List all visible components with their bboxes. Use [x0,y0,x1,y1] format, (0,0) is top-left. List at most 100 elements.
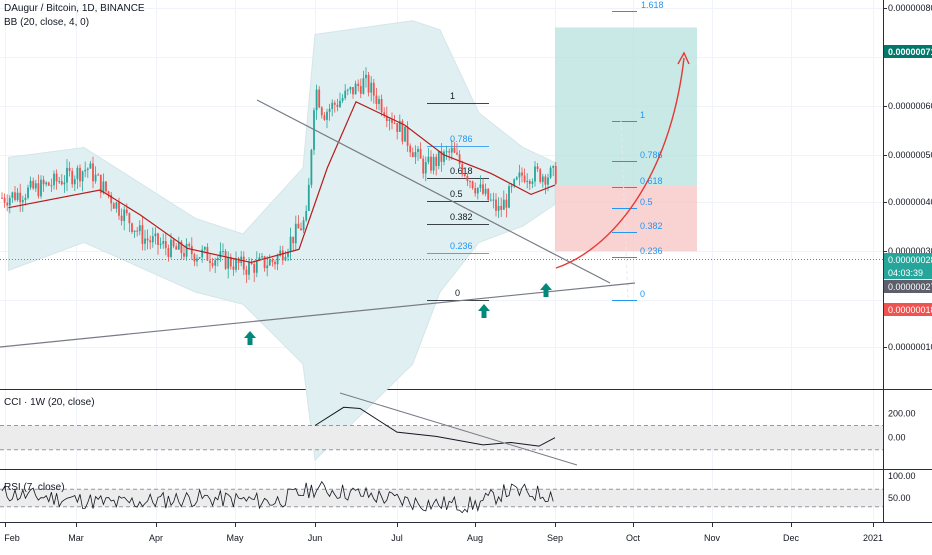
candle-body [84,169,87,172]
candle [216,255,219,267]
candle [378,95,380,111]
candle-body [372,82,375,96]
candle [479,175,482,192]
candle-body [180,241,183,254]
candle [445,145,448,160]
candle [84,161,87,178]
candle-body [549,167,552,178]
candle-body [458,154,461,165]
candle-body [255,260,258,273]
candle-body [344,90,347,99]
candle [502,190,505,210]
candle-body [47,182,50,186]
candle [362,70,365,95]
up-arrow-icon [244,331,256,345]
candle-body [401,120,404,142]
time-axis-label: Jun [308,533,323,543]
candle-body [365,74,367,79]
candle-body [417,148,419,152]
time-axis-label: Jul [391,533,403,543]
candle-body [149,240,152,243]
candle [484,183,487,197]
price-tag-label: 0.00000071 [888,47,932,57]
candle-body [55,173,58,182]
price-tag-label: 0.00000018 [888,305,932,315]
candle-body [146,238,149,241]
candle [235,251,237,273]
cci-legend[interactable]: CCI · 1W (20, close) [4,397,95,408]
candle [58,176,61,184]
candle-body [346,89,349,91]
candle [443,149,445,166]
time-axis-label: 2021 [863,533,883,543]
main-legend[interactable]: DAugur / Bitcoin, 1D, BINANCE BB (20, cl… [4,2,145,30]
candle-body [281,250,284,261]
candle-body [263,256,266,269]
candle [523,168,526,184]
price-axis-label: 0.00000080 [888,3,932,13]
price-tag-target [884,45,932,58]
candle [76,165,79,189]
candle [354,80,357,95]
candle-body [333,102,336,105]
candle-body [16,192,19,200]
candle-body [541,176,544,182]
candle-body [510,185,513,187]
candle [242,251,245,276]
candle [380,94,383,117]
candle-body [515,177,518,180]
fib-extension-label: 1 [640,110,645,120]
candle-body [73,179,76,185]
candle-body [229,256,232,267]
candle [188,242,191,250]
time-axis-label: Oct [626,533,641,543]
candle-body [339,100,341,107]
candle [333,100,336,113]
candle-body [133,230,136,232]
candle-body [258,257,261,261]
candle [310,148,313,189]
candle [528,179,531,191]
candle [222,243,224,256]
time-axis-label: Feb [4,533,20,543]
candle [227,251,230,279]
candle-body [266,265,269,269]
candle [211,257,214,269]
candle-body [411,152,414,158]
rsi-legend[interactable]: RSI (7, close) [4,482,65,493]
candle [339,92,341,108]
candle-body [396,123,399,132]
candle-body [115,202,118,209]
candle-body [328,108,331,112]
candle-body [495,199,497,211]
candle [81,170,84,192]
candle [315,84,318,120]
candle-body [305,210,308,221]
candle [482,178,484,196]
candle-body [99,174,102,193]
candle-body [331,102,334,109]
candle [37,174,40,199]
candle [47,181,50,187]
symbol-title[interactable]: DAugur / Bitcoin, 1D, BINANCE [4,3,145,14]
candle-body [414,151,417,158]
candle-body [198,257,201,259]
cci-trendline [339,392,578,466]
candle-body [383,112,386,116]
candle-body [391,119,393,123]
candle [372,79,375,104]
candle [518,164,521,186]
candle [131,222,133,234]
candle [292,236,295,252]
bb-indicator-title[interactable]: BB (20, close, 4, 0) [4,17,90,28]
candle [341,94,344,104]
candle [94,166,97,184]
candle-body [11,192,14,198]
candle-body [29,180,32,188]
candle-body [118,202,120,216]
candle-body [76,167,79,180]
candle [164,232,167,256]
